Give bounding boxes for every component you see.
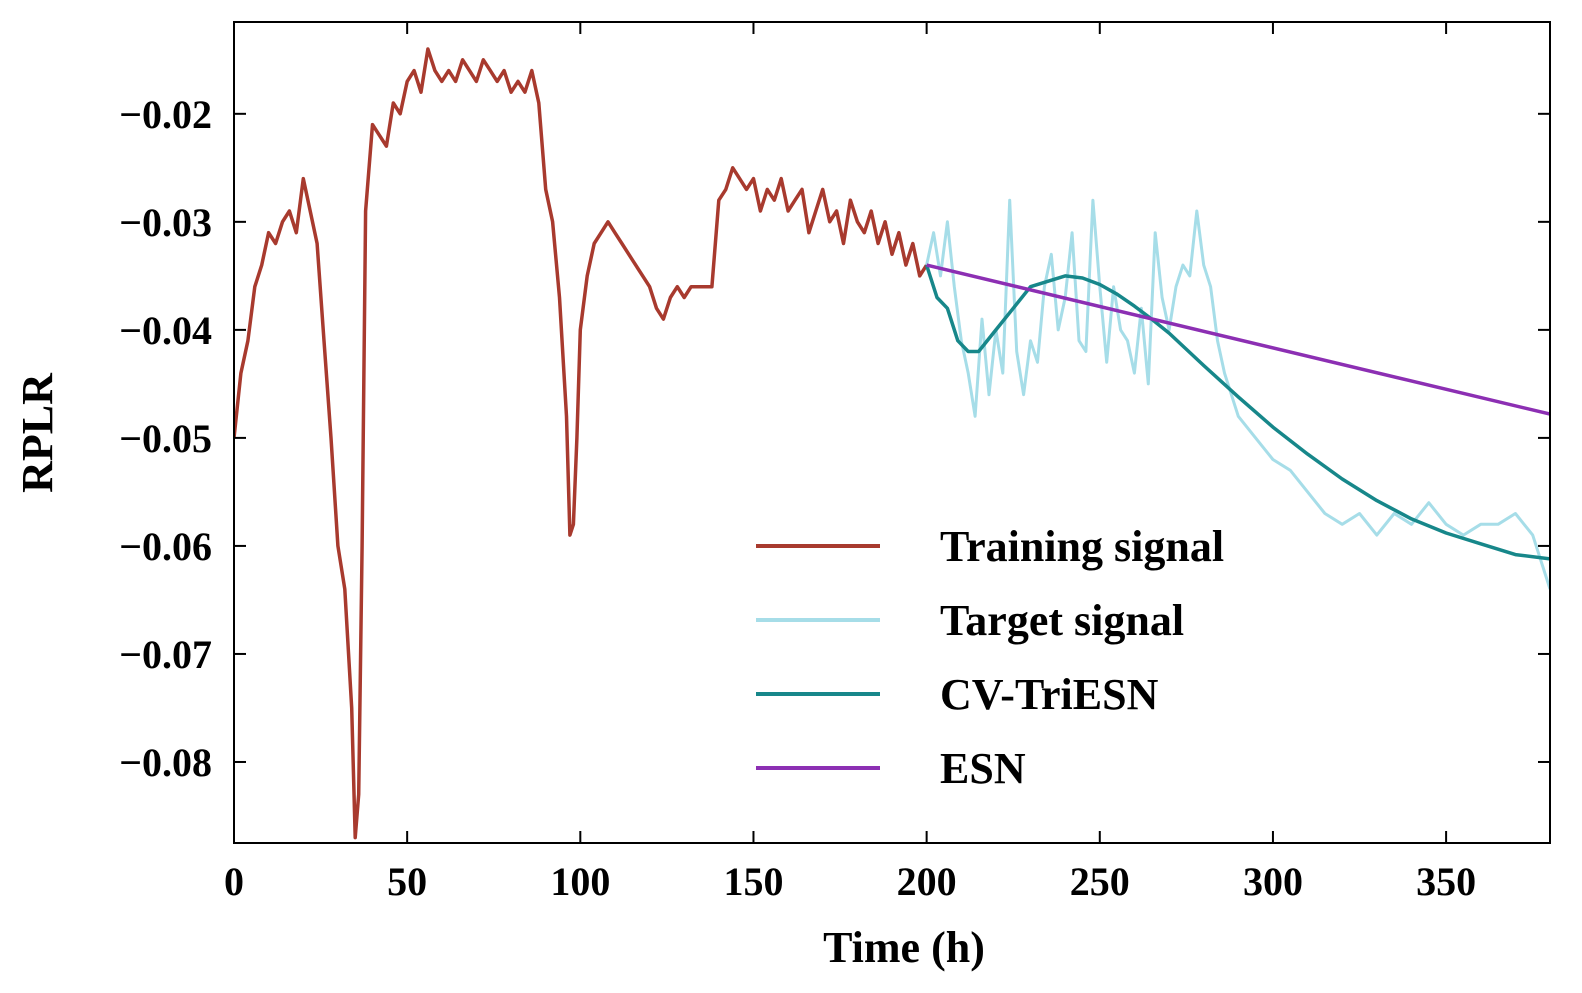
y-tick-label: −0.08 [119,740,212,785]
series-layer [234,47,1550,840]
y-tick-label: −0.02 [119,92,212,137]
y-axis-title: RPLR [13,372,62,493]
x-tick-label: 50 [387,859,427,904]
y-tick-label: −0.06 [119,524,212,569]
x-tick-label: 300 [1243,859,1303,904]
x-tick-label: 350 [1416,859,1476,904]
y-tick-label: −0.03 [119,200,212,245]
y-tick-label: −0.04 [119,308,212,353]
tick-labels-layer: 0 50 100 150 200 250 300 350 −0.08 −0.07 −0.06 −0.0… [119,92,1476,904]
plot-frame [233,21,1551,844]
x-tick-label: 150 [723,859,783,904]
x-tick-label: 200 [897,859,957,904]
x-tick-label: 250 [1070,859,1130,904]
legend-label: ESN [940,744,1026,793]
series-line-training-signal [234,47,929,840]
legend-label: Target signal [940,596,1184,645]
series-line-target-signal [925,198,1550,590]
legend-label: CV-TriESN [940,670,1159,719]
x-axis-title: Time (h) [823,923,985,972]
y-tick-label: −0.05 [119,416,212,461]
legend: Training signal Target signal CV-TriESN ESN [756,522,1224,793]
legend-label: Training signal [940,522,1224,571]
ticks-layer [233,22,1550,843]
x-tick-label: 0 [224,859,244,904]
series-line-cv-triesn [924,264,1550,561]
y-tick-label: −0.07 [119,632,212,677]
series-line-esn [926,263,1550,416]
x-tick-label: 100 [550,859,610,904]
